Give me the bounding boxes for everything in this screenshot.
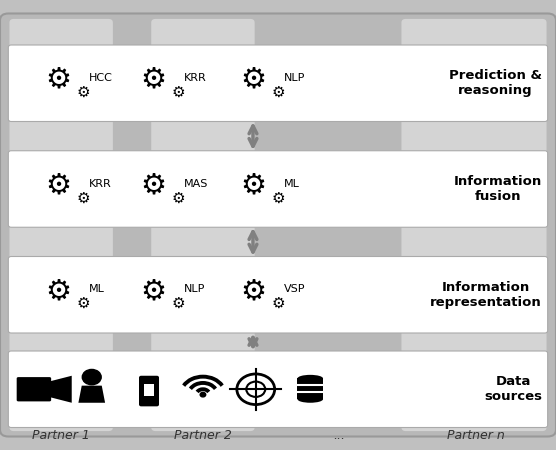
Text: MAS: MAS — [183, 179, 208, 189]
Text: Partner 2: Partner 2 — [174, 429, 232, 442]
Text: ⚙: ⚙ — [271, 190, 285, 206]
Polygon shape — [51, 376, 72, 403]
FancyBboxPatch shape — [8, 351, 548, 428]
Text: ⚙: ⚙ — [46, 66, 71, 94]
FancyBboxPatch shape — [17, 377, 51, 401]
Text: ⚙: ⚙ — [271, 85, 285, 100]
Text: ML: ML — [284, 179, 300, 189]
Polygon shape — [78, 386, 105, 403]
Text: ⚙: ⚙ — [140, 171, 166, 199]
FancyBboxPatch shape — [8, 45, 548, 122]
Text: ⚙: ⚙ — [77, 190, 90, 206]
Ellipse shape — [297, 388, 323, 395]
FancyBboxPatch shape — [139, 376, 159, 406]
Text: Prediction &
reasoning: Prediction & reasoning — [449, 69, 542, 97]
Circle shape — [82, 369, 101, 385]
Text: ⚙: ⚙ — [140, 66, 166, 94]
FancyBboxPatch shape — [9, 19, 113, 431]
Text: Information
representation: Information representation — [430, 281, 542, 309]
FancyBboxPatch shape — [151, 19, 255, 431]
Text: KRR: KRR — [89, 179, 112, 189]
Text: ⚙: ⚙ — [171, 190, 185, 206]
Text: NLP: NLP — [284, 73, 305, 83]
Text: ⚙: ⚙ — [46, 277, 71, 305]
Text: NLP: NLP — [183, 284, 205, 294]
Text: Partner 1: Partner 1 — [32, 429, 90, 442]
Text: ⚙: ⚙ — [240, 66, 266, 94]
FancyBboxPatch shape — [0, 14, 556, 436]
Ellipse shape — [297, 396, 323, 403]
Text: ⚙: ⚙ — [271, 296, 285, 311]
Text: ⚙: ⚙ — [171, 85, 185, 100]
Text: HCC: HCC — [89, 73, 113, 83]
Text: ⚙: ⚙ — [240, 171, 266, 199]
Text: VSP: VSP — [284, 284, 305, 294]
Text: ⚙: ⚙ — [171, 296, 185, 311]
Text: ⚙: ⚙ — [140, 277, 166, 305]
Text: ⚙: ⚙ — [46, 171, 71, 199]
Text: ...: ... — [333, 429, 345, 442]
Text: Information
fusion: Information fusion — [454, 175, 542, 203]
Ellipse shape — [297, 375, 323, 382]
FancyBboxPatch shape — [8, 151, 548, 227]
Text: ⚙: ⚙ — [77, 85, 90, 100]
Text: Partner n: Partner n — [446, 429, 504, 442]
Bar — [297, 378, 323, 399]
Text: ⚙: ⚙ — [77, 296, 90, 311]
Text: ⚙: ⚙ — [240, 277, 266, 305]
Bar — [144, 384, 154, 396]
Text: Data
sources: Data sources — [484, 375, 542, 403]
Circle shape — [200, 392, 206, 397]
FancyBboxPatch shape — [401, 19, 547, 431]
Text: ML: ML — [89, 284, 105, 294]
Ellipse shape — [297, 381, 323, 388]
Text: KRR: KRR — [183, 73, 206, 83]
FancyBboxPatch shape — [8, 256, 548, 333]
